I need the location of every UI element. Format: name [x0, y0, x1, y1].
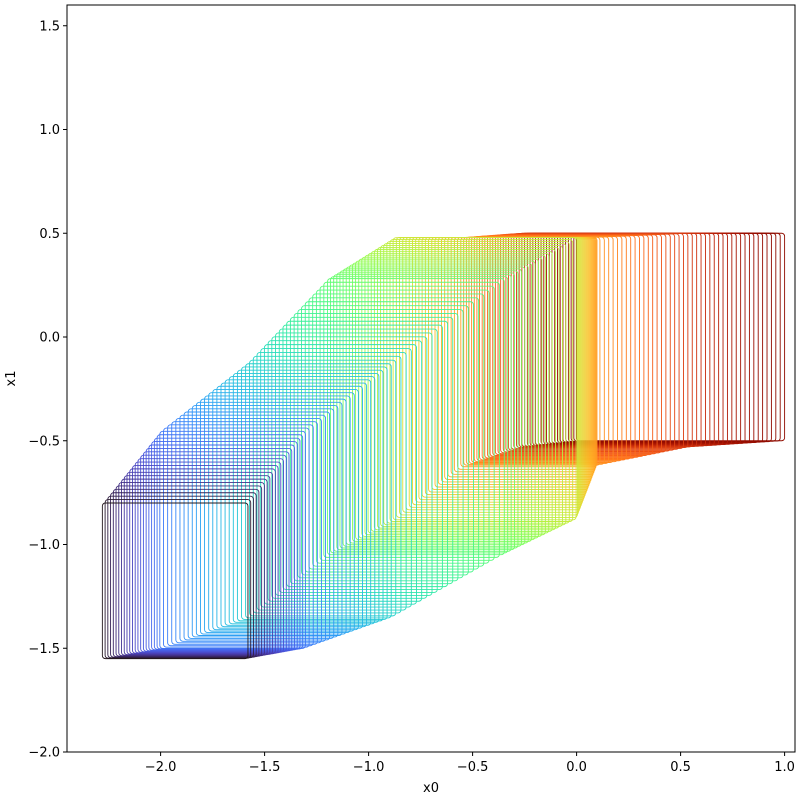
series-rect — [392, 237, 577, 521]
series-rect — [163, 427, 310, 648]
series-rect — [216, 385, 363, 629]
x-tick-label: 1.0 — [774, 760, 795, 775]
series-rect — [355, 260, 536, 541]
series-rect — [101, 502, 249, 660]
x-axis: −2.0 −1.5 −1.0 −0.5 0.0 0.5 1.0 — [145, 752, 795, 775]
series-rect — [327, 278, 505, 556]
y-tick-label: −1.0 — [28, 538, 60, 553]
y-tick-label: 0.5 — [39, 227, 60, 242]
series-rect — [118, 482, 265, 657]
series-rect — [286, 320, 449, 588]
series-rect — [339, 270, 519, 549]
x-tick-label: 0.5 — [670, 760, 691, 775]
series-rect — [271, 336, 428, 599]
series-rect — [212, 389, 359, 631]
series-rect — [364, 254, 546, 536]
series-rect — [115, 485, 263, 657]
series-rect — [145, 447, 293, 652]
series-rect — [267, 340, 423, 602]
series-rect — [121, 478, 268, 656]
series-rect — [140, 454, 287, 653]
series-rect — [132, 465, 279, 654]
series-rect — [367, 252, 550, 534]
series-rect — [156, 434, 304, 650]
series-rect — [301, 305, 469, 576]
series-rect — [380, 245, 563, 527]
series-rect — [330, 276, 509, 554]
series-rect — [129, 468, 276, 655]
series-rect — [220, 382, 368, 628]
y-tick-label: 0.0 — [39, 331, 60, 346]
series-rect — [148, 444, 295, 651]
x-tick-label: −0.5 — [457, 760, 489, 775]
series-rect — [228, 376, 376, 625]
series-rect — [361, 256, 543, 537]
series-rect — [208, 392, 355, 632]
series-rect — [112, 488, 260, 658]
series-rect — [195, 401, 343, 636]
series-rect — [159, 430, 306, 649]
y-axis: −2.0 −1.5 −1.0 −0.5 0.0 0.5 1.0 1.5 — [28, 19, 67, 761]
series-rect — [315, 289, 490, 564]
series-rect — [232, 372, 380, 623]
series-rect — [175, 417, 322, 644]
series-rect — [370, 250, 553, 532]
series-rect — [245, 363, 392, 619]
x-tick-label: 0.0 — [566, 760, 587, 775]
series-rect — [179, 414, 327, 642]
series-rect — [249, 359, 397, 617]
series-rect — [275, 332, 433, 596]
series-rect — [167, 424, 314, 647]
plot-frame — [66, 4, 796, 753]
series-rect — [171, 421, 318, 645]
x-axis-label: x0 — [423, 781, 439, 796]
x-tick-label: −2.0 — [145, 760, 177, 775]
series-rect — [126, 471, 274, 655]
series-rect — [297, 309, 464, 579]
series-rect — [336, 272, 515, 551]
series-rect — [256, 351, 407, 611]
series-rect — [107, 495, 254, 659]
plot-area — [101, 232, 786, 660]
series-rect — [389, 239, 574, 522]
y-axis-label: x1 — [4, 371, 19, 387]
y-tick-label: −2.0 — [28, 746, 60, 761]
series-rect — [252, 355, 402, 614]
series-rect — [289, 316, 454, 585]
series-rect — [204, 395, 351, 634]
y-tick-label: 1.5 — [39, 19, 60, 34]
series-rect — [348, 264, 529, 544]
series-rect — [110, 492, 257, 658]
series-rect — [142, 451, 290, 652]
series-rect — [224, 379, 372, 626]
y-tick-label: 1.0 — [39, 123, 60, 138]
series-rect — [200, 398, 347, 635]
series-rect — [236, 369, 384, 622]
series-rect — [312, 293, 485, 567]
y-tick-label: −1.5 — [28, 642, 60, 657]
series-rect — [191, 405, 339, 638]
series-rect — [134, 461, 282, 654]
series-rect — [153, 437, 301, 650]
x-tick-label: −1.5 — [249, 760, 281, 775]
series-rect — [383, 243, 567, 526]
y-tick-label: −0.5 — [28, 434, 60, 449]
x-tick-label: −1.0 — [353, 760, 385, 775]
series-rect — [263, 344, 417, 605]
series-rect — [183, 411, 331, 641]
series-rect — [319, 285, 495, 561]
series-rect — [151, 441, 298, 651]
series-rect — [260, 348, 412, 608]
series-rect — [137, 458, 284, 653]
series-rect — [123, 475, 271, 656]
series-rect — [104, 499, 252, 659]
series-rect — [187, 408, 335, 639]
